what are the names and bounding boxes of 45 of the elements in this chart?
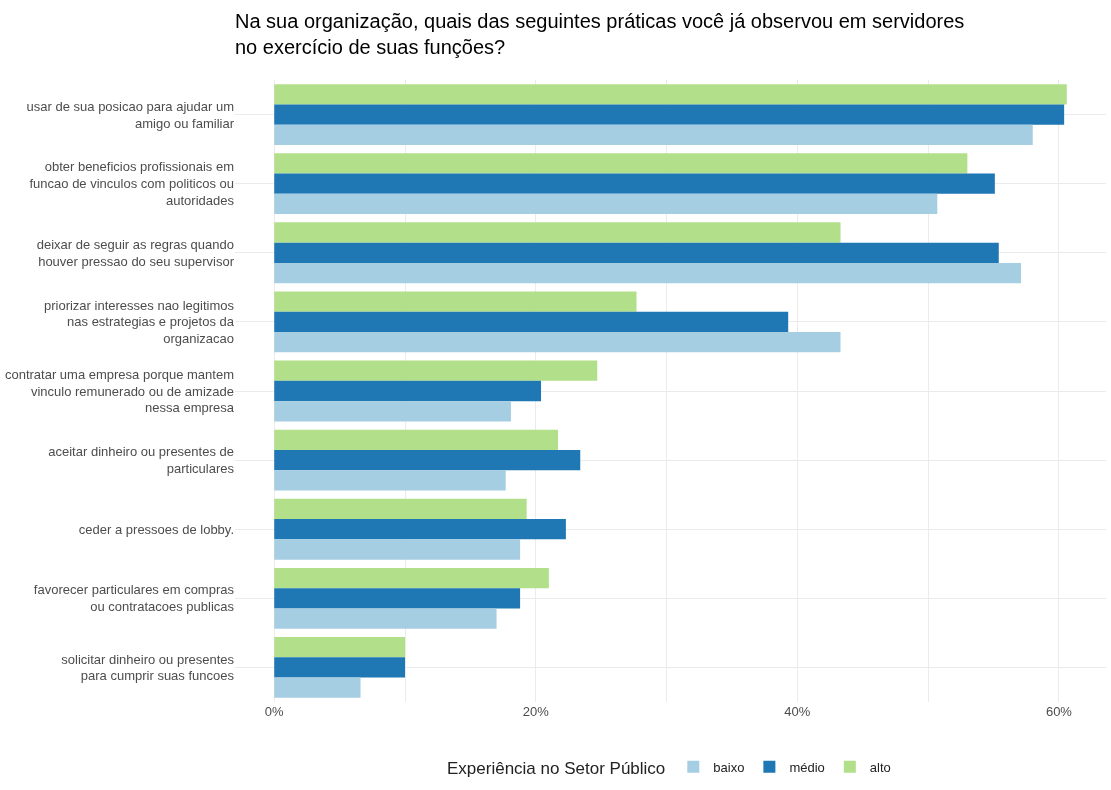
bar [274, 153, 968, 174]
bar [274, 539, 521, 560]
y-tick-label: deixar de seguir as regras quando houver pressao do seu supervisor [36, 236, 235, 269]
y-tick-label: ceder a pressoes de lobby. [78, 521, 234, 537]
bar [274, 608, 497, 629]
bar [274, 637, 406, 658]
bar [274, 498, 527, 520]
legend-title: Experiência no Setor Público [447, 758, 666, 778]
bar [274, 567, 549, 589]
legend-label: médio [789, 759, 825, 775]
y-tick-label: obter beneficios profissionais em funcao de vinculos com politicos ou autoridades [29, 159, 235, 209]
x-tick-label: 60% [1045, 704, 1073, 719]
y-tick-label: solicitar dinheiro ou presentes para cumprir suas funcoes [61, 651, 235, 684]
y-tick-label: contratar uma empresa porque mantem vinculo remunerado ou de amizade nessa empresa [4, 366, 235, 416]
x-tick-label: 40% [784, 704, 811, 719]
bar [274, 429, 559, 450]
legend-label: alto [869, 759, 891, 775]
bar [274, 519, 566, 540]
y-tick-label: priorizar interesses nao legitimos nas estrategias e projetos da organizacao [43, 297, 235, 347]
y-tick-label: usar de sua posicao para ajudar um amigo ou familiar [26, 98, 235, 131]
x-tick-label: 20% [522, 704, 550, 719]
x-tick-label: 0% [264, 704, 285, 719]
bar [274, 311, 789, 333]
bar [274, 401, 511, 422]
y-tick-label: aceitar dinheiro ou presentes de particulares [48, 444, 235, 477]
bar [274, 449, 581, 471]
bar [274, 588, 521, 609]
bar [274, 222, 841, 243]
chart-title: Na sua organização, quais das seguintes práticas você já observou em servidores no exercício de suas funções? [235, 9, 965, 58]
y-tick-label: favorecer particulares em compras ou contratacoes publicas [33, 582, 235, 615]
bar [274, 291, 637, 312]
bar [274, 380, 542, 402]
legend-label: baixo [713, 759, 745, 775]
bar [274, 84, 1067, 105]
bar [274, 104, 1065, 125]
bar [274, 360, 598, 381]
bar [274, 262, 1021, 284]
bar [274, 124, 1033, 145]
bar [274, 677, 361, 698]
bar [274, 470, 506, 491]
bar [274, 657, 406, 678]
bar [274, 332, 841, 353]
bar [274, 193, 938, 215]
bar [274, 242, 999, 263]
bar [274, 173, 995, 194]
